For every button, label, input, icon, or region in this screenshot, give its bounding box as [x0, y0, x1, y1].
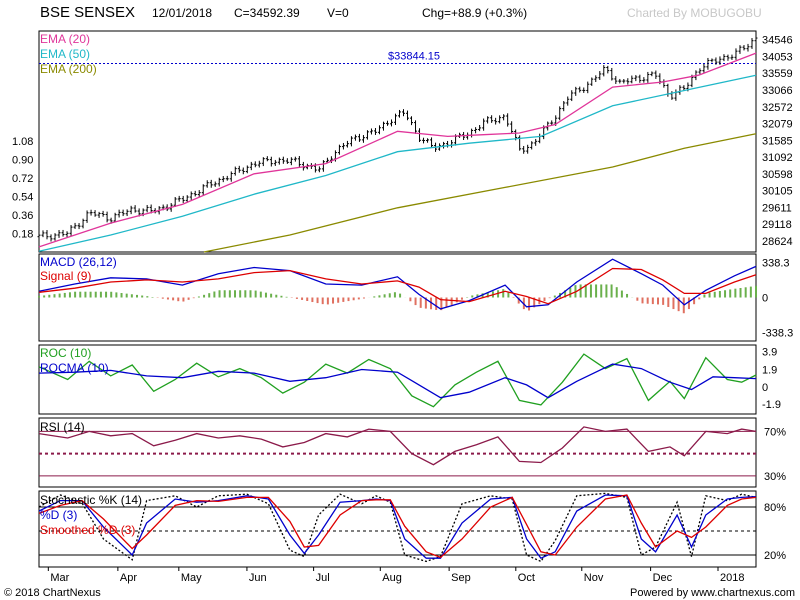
x-axis-label: Oct	[518, 572, 535, 584]
x-axis-label: 2018	[720, 572, 744, 584]
volume-label: V=0	[327, 6, 349, 20]
ema-line-2	[203, 133, 757, 253]
macd-legend: MACD (26,12)	[40, 255, 117, 269]
change-label: Chg=+88.9 (+0.3%)	[422, 6, 528, 20]
symbol-title: BSE SENSEX	[40, 4, 136, 21]
x-axis-label: Aug	[382, 572, 402, 584]
roc-panel-frame	[38, 344, 757, 415]
roc-y-tick: 0	[762, 382, 768, 394]
price-y-tick: 33066	[762, 85, 793, 97]
macd-y-tick: 338.3	[762, 257, 790, 269]
macd-y-tick: -338.3	[762, 328, 793, 340]
powered-by-footer: Powered by www.chartnexus.com	[630, 587, 796, 599]
volume-y-tick: 0.36	[12, 210, 33, 222]
price-y-tick: 34053	[762, 51, 793, 63]
volume-y-tick: 0.54	[12, 192, 33, 204]
ema-legend-1: EMA (50)	[40, 47, 90, 61]
volume-y-tick: 0.90	[12, 155, 33, 167]
price-y-tick: 30105	[762, 186, 793, 198]
stochastic-smoothed-d-line	[38, 494, 757, 559]
x-axis-label: Jun	[249, 572, 267, 584]
rsi-y-tick: 70%	[764, 426, 786, 438]
rsi-panel-frame	[38, 417, 757, 488]
x-axis-label: Dec	[653, 572, 673, 584]
price-panel-frame	[38, 30, 757, 253]
price-annotation-label: $33844.15	[388, 50, 440, 62]
stochastic-panel-frame	[38, 490, 757, 568]
rsi-line	[38, 426, 757, 466]
roc-y-tick: 3.9	[762, 346, 777, 358]
price-y-tick: 31092	[762, 152, 793, 164]
price-y-tick: 32079	[762, 119, 793, 131]
x-axis-label: May	[181, 572, 202, 584]
price-y-tick: 29118	[762, 219, 792, 231]
close-label: C=34592.39	[234, 6, 300, 20]
stochastic-d-legend: %D (3)	[40, 508, 77, 522]
x-axis-label: Mar	[50, 572, 69, 584]
stochastic-y-tick: 80%	[764, 502, 786, 514]
stochastic-k-legend: Stochastic %K (14)	[40, 493, 142, 507]
x-axis-label: Nov	[584, 572, 604, 584]
price-y-tick: 34546	[762, 35, 793, 47]
ema-legend-2: EMA (200)	[40, 62, 97, 76]
rsi-y-tick: 30%	[764, 471, 786, 483]
roc-y-tick: 1.9	[762, 365, 777, 377]
macd-y-tick: 0	[762, 293, 768, 305]
signal-legend: Signal (9)	[40, 269, 91, 283]
ema-line-1	[38, 74, 757, 252]
price-y-tick: 30598	[762, 169, 793, 181]
stochastic-y-tick: 20%	[764, 550, 786, 562]
stochastic-d-line	[38, 494, 757, 560]
volume-y-tick: 0.18	[12, 229, 33, 241]
ema-legend-0: EMA (20)	[40, 32, 90, 46]
volume-y-tick: 1.08	[12, 136, 33, 148]
stochastic-smoothed-d-legend: Smoothed %D (3)	[40, 523, 135, 537]
signal-line	[38, 267, 757, 305]
price-y-tick: 32572	[762, 102, 793, 114]
x-axis-label: Sep	[451, 572, 471, 584]
price-y-tick: 28624	[762, 236, 793, 248]
roc-y-tick: -1.9	[762, 399, 781, 411]
roc-legend: ROC (10)	[40, 346, 91, 360]
stochastic-k-line	[38, 492, 757, 563]
charted-by-watermark: Charted By MOBUGOBU	[627, 6, 762, 20]
copyright-footer: © 2018 ChartNexus	[4, 587, 101, 599]
volume-y-tick: 0.72	[12, 173, 33, 185]
macd-line	[38, 258, 757, 310]
rocma-line	[38, 363, 757, 399]
price-y-tick: 31585	[762, 135, 793, 147]
ema-line-0	[38, 52, 757, 248]
price-y-tick: 29611	[762, 202, 792, 214]
price-y-tick: 33559	[762, 68, 793, 80]
x-axis-label: Apr	[120, 572, 137, 584]
rsi-legend: RSI (14)	[40, 420, 85, 434]
roc-line	[38, 353, 757, 408]
x-axis-label: Jul	[316, 572, 330, 584]
date-label: 12/01/2018	[152, 6, 213, 20]
rocma-legend: ROCMA (10)	[40, 361, 109, 375]
